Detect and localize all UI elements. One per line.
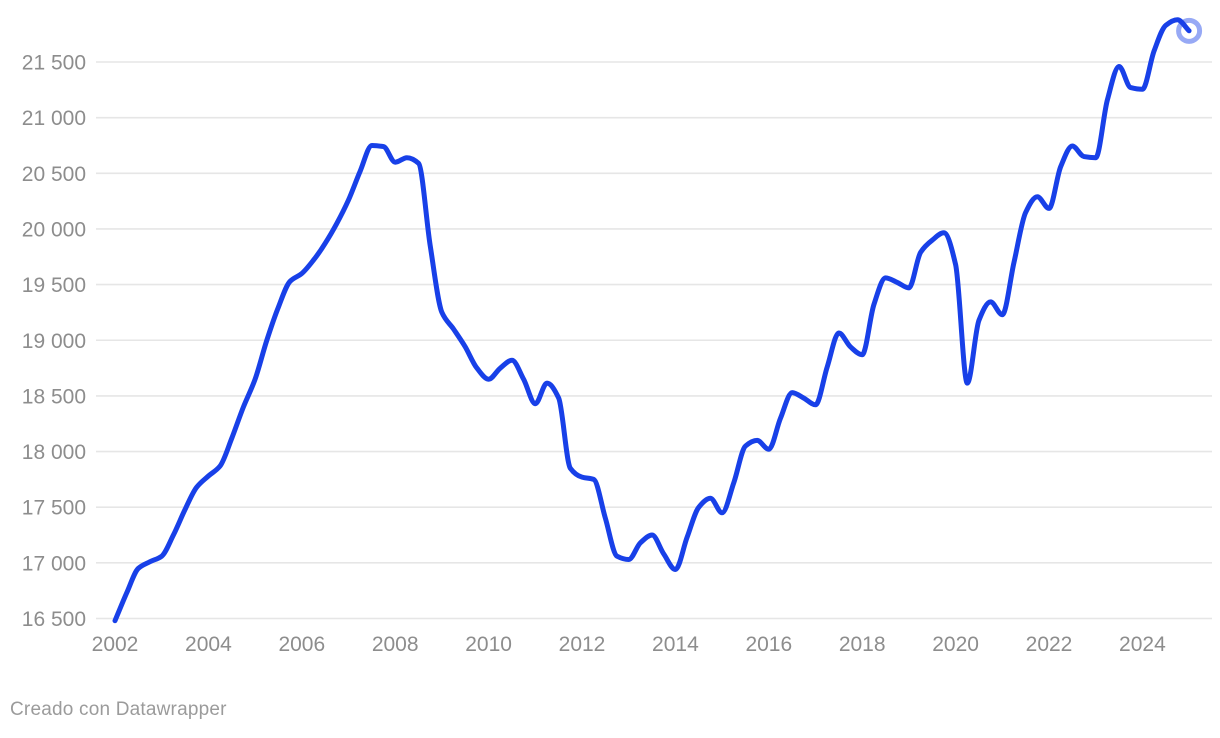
y-tick-label: 17 500: [22, 497, 86, 520]
y-axis-labels: 21 500 21 000 20 500 20 000 19 500 19 000 18 5…: [22, 52, 86, 632]
y-tick-label: 21 500: [22, 52, 86, 75]
y-tick-label: 19 000: [22, 330, 86, 353]
y-tick-label: 17 000: [22, 552, 86, 575]
y-tick-label: 18 000: [22, 441, 86, 464]
x-tick-label: 2006: [278, 633, 325, 656]
gridline-group: [96, 61, 1212, 620]
x-tick-label: 2010: [465, 633, 512, 656]
endpoint-marker: [1176, 17, 1203, 44]
x-tick-label: 2024: [1119, 633, 1166, 656]
series-line: [112, 17, 1192, 624]
x-tick-label: 2018: [839, 633, 886, 656]
x-axis-labels: 2002 2004 2006 2008 2010 2012 2014 2016 2018 2020…: [92, 633, 1166, 656]
y-tick-label: 16 500: [22, 608, 86, 631]
x-tick-label: 2014: [652, 633, 699, 656]
credit-footer[interactable]: Creado con Datawrapper: [10, 699, 227, 720]
x-tick-label: 2004: [185, 633, 232, 656]
y-tick-label: 19 500: [22, 274, 86, 297]
y-tick-label: 18 500: [22, 385, 86, 408]
x-tick-label: 2020: [932, 633, 979, 656]
x-tick-label: 2022: [1026, 633, 1073, 656]
x-tick-label: 2002: [92, 633, 139, 656]
y-tick-label: 21 000: [22, 107, 86, 130]
y-tick-label: 20 000: [22, 218, 86, 241]
y-tick-label: 20 500: [22, 163, 86, 186]
x-tick-label: 2008: [372, 633, 419, 656]
x-tick-label: 2012: [559, 633, 606, 656]
x-tick-label: 2016: [745, 633, 792, 656]
